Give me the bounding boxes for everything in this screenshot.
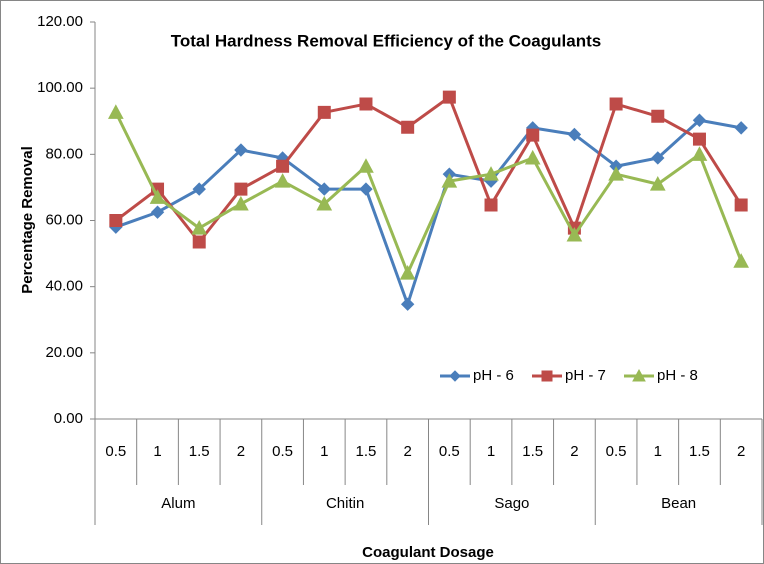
marker [734,121,748,135]
y-tick-label: 20.00 [45,344,83,361]
x-tick-label: 0.5 [105,443,126,460]
chart-title: Total Hardness Removal Efficiency of the… [171,31,601,50]
marker [526,128,540,142]
marker [359,182,373,196]
x-tick-label: 2 [403,443,411,460]
marker [317,105,331,119]
marker [608,166,624,181]
x-tick-label: 1.5 [522,443,543,460]
marker [359,97,373,111]
marker [274,173,291,188]
marker [566,227,583,242]
marker [692,113,707,127]
legend-marker [449,370,461,382]
marker [691,146,708,161]
series-line [115,118,742,306]
marker [192,182,206,196]
x-tick-label: 2 [237,443,245,460]
marker [149,189,166,204]
legend-marker [541,370,553,382]
marker [233,195,249,211]
marker [609,97,623,111]
marker [441,173,458,188]
legend-label: pH - 6 [473,367,514,384]
marker [651,151,665,165]
x-tick-label: 2 [737,443,745,460]
y-axis-label: Percentage Removal [19,146,36,294]
x-tick-label: 1 [654,443,662,460]
marker [150,205,165,219]
marker [734,198,748,212]
marker [401,120,415,134]
marker [399,265,416,280]
marker [276,159,290,173]
legend-label: pH - 7 [565,367,606,384]
x-tick-label: 2 [570,443,578,460]
marker [358,158,374,173]
legend-marker [632,368,646,382]
marker [191,220,208,235]
marker [317,182,331,196]
marker [567,127,582,142]
y-tick-label: 40.00 [45,278,83,295]
marker [316,195,333,211]
marker [651,109,665,123]
x-tick-label: 1 [153,443,161,460]
x-tick-label: 1 [320,443,328,460]
legend-label: pH - 8 [657,367,698,384]
x-tick-label: 1.5 [356,443,377,460]
marker [400,297,415,311]
y-tick-label: 0.00 [54,410,83,427]
series-line [114,111,743,275]
y-tick-label: 120.00 [37,13,83,30]
marker [234,182,248,196]
marker [234,143,248,157]
marker [733,253,749,268]
marker [649,176,666,191]
marker [442,90,456,104]
x-tick-label: 1 [487,443,495,460]
group-label: Sago [494,495,529,512]
x-tick-label: 0.5 [272,443,293,460]
marker [524,149,541,165]
marker [692,132,706,146]
group-label: Bean [661,495,696,512]
y-tick-label: 100.00 [37,79,83,96]
group-label: Chitin [326,495,364,512]
x-tick-label: 0.5 [439,443,460,460]
group-label: Alum [161,495,195,512]
x-axis-label: Coagulant Dosage [362,544,494,561]
x-tick-label: 1.5 [189,443,210,460]
x-tick-label: 0.5 [606,443,627,460]
x-tick-label: 1.5 [689,443,710,460]
y-tick-label: 80.00 [45,145,83,162]
marker [109,214,123,227]
marker [108,104,124,119]
marker [483,166,499,181]
marker [192,235,206,249]
y-tick-label: 60.00 [45,211,83,228]
marker [484,198,498,212]
